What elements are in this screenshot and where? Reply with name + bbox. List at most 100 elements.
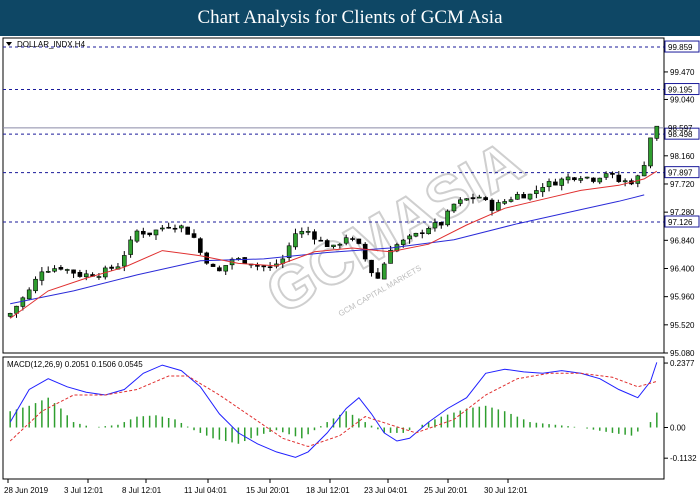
y-tick-label: 99.470 [670, 68, 695, 77]
candle-body [426, 228, 431, 235]
candle-body [343, 237, 349, 244]
level-label-box [664, 127, 700, 140]
y-tick-label: 95.520 [670, 321, 695, 330]
candle-body [267, 266, 273, 269]
candle-body [572, 177, 577, 181]
candle-body [432, 222, 438, 229]
candle-body [312, 231, 317, 240]
candle-body [616, 174, 622, 182]
level-label-box [664, 166, 700, 179]
candle-body [286, 245, 292, 258]
macd-line [9, 362, 658, 458]
candle-body [324, 240, 330, 248]
candle-body [33, 278, 38, 292]
y-tick-label: 95.080 [670, 349, 695, 358]
candle-body [502, 201, 507, 204]
candle-body [559, 178, 565, 186]
candle-body [413, 232, 419, 237]
y-tick-label: 98.160 [670, 152, 695, 161]
y-tick-label: 97.720 [670, 180, 695, 189]
time-axis: 28 Jun 2019 3 Jul 12:01 8 Jul 12:01 11 Jul … [4, 479, 528, 495]
macd-panel: 0.2377 0.00 -0.1132 MACD(12,26,9) 0.2051 0… [2, 356, 697, 480]
candle-body [477, 196, 482, 199]
candle-body [521, 194, 526, 199]
candle-body [584, 176, 590, 179]
candle-body [7, 313, 13, 317]
candle-body [350, 238, 355, 240]
candle-body [20, 297, 26, 307]
level-label: 99.195 [668, 86, 693, 95]
candle-body [591, 177, 596, 182]
level-label: 97.897 [668, 169, 693, 178]
candle-body [64, 269, 70, 271]
symbol-label: DOLLAR_INDX,H4 [17, 40, 86, 49]
signal-line [9, 372, 657, 448]
candle-body [534, 190, 539, 194]
banner-title: Chart Analysis for Clients of GCM Asia [197, 7, 503, 28]
candle-body [299, 231, 305, 235]
y-tick-label: 95.960 [670, 293, 695, 302]
candle-body [648, 137, 653, 167]
candle-body [198, 238, 203, 253]
candle-body [381, 263, 387, 280]
candle-body [515, 194, 520, 200]
candle-body [464, 198, 469, 201]
candle-body [185, 226, 190, 235]
collapse-arrow-icon[interactable] [6, 42, 12, 46]
candle-body [71, 269, 76, 274]
macd-y-tick-label: -0.1132 [670, 454, 697, 463]
candle-body [419, 232, 425, 234]
macd-y-tick-label: 0.2377 [670, 359, 695, 368]
candle-body [362, 243, 368, 260]
candle-body [451, 203, 457, 212]
y-tick-label: 96.840 [670, 236, 695, 245]
candle-body [369, 259, 374, 274]
candle-body [508, 199, 514, 202]
level-label: 99.859 [668, 43, 693, 52]
candle-body [255, 265, 260, 267]
x-tick-label: 30 Jul 12:01 [484, 486, 528, 495]
x-tick-label: 23 Jul 04:01 [364, 486, 408, 495]
candle-body [457, 199, 463, 204]
candle-body [407, 235, 412, 240]
level-label-box [664, 83, 700, 96]
candle-body [261, 265, 267, 268]
candle-body [546, 181, 552, 188]
y-tick-label: 99.040 [670, 95, 695, 104]
candle-body [331, 244, 336, 247]
ma-slow-line [10, 194, 645, 305]
candle-body [153, 229, 159, 236]
x-tick-label: 18 Jul 12:01 [306, 486, 350, 495]
candle-body [622, 180, 628, 183]
candle-body [578, 178, 584, 181]
candle-body [388, 250, 393, 264]
x-tick-label: 8 Jul 12:01 [122, 486, 162, 495]
x-tick-label: 11 Jul 04:01 [184, 486, 228, 495]
candle-body [641, 165, 647, 177]
candle-body [58, 267, 64, 270]
macd-y-tick-label: 0.00 [670, 423, 686, 432]
candle-body [400, 239, 406, 245]
macd-title: MACD(12,26,9) 0.2051 0.1506 0.0545 [7, 360, 143, 369]
level-label-box [664, 40, 700, 53]
candle-body [337, 243, 343, 246]
candle-body [540, 187, 546, 193]
candle-body [83, 273, 89, 278]
candle-body [445, 210, 450, 226]
candle-body [438, 222, 444, 226]
candle-body [597, 177, 603, 183]
candle-body [470, 197, 476, 200]
ma-fast-line [9, 170, 658, 319]
candle-body [293, 233, 298, 248]
candle-body [96, 276, 102, 278]
candle-body [141, 230, 146, 235]
level-label: 97.126 [668, 218, 693, 227]
candle-body [191, 233, 197, 238]
candle-body [160, 227, 165, 230]
candle-body [179, 225, 184, 229]
candle-body [305, 231, 311, 233]
chart-banner: Chart Analysis for Clients of GCM Asia [0, 0, 700, 36]
level-label-box [664, 215, 700, 228]
candle-body [223, 265, 229, 272]
